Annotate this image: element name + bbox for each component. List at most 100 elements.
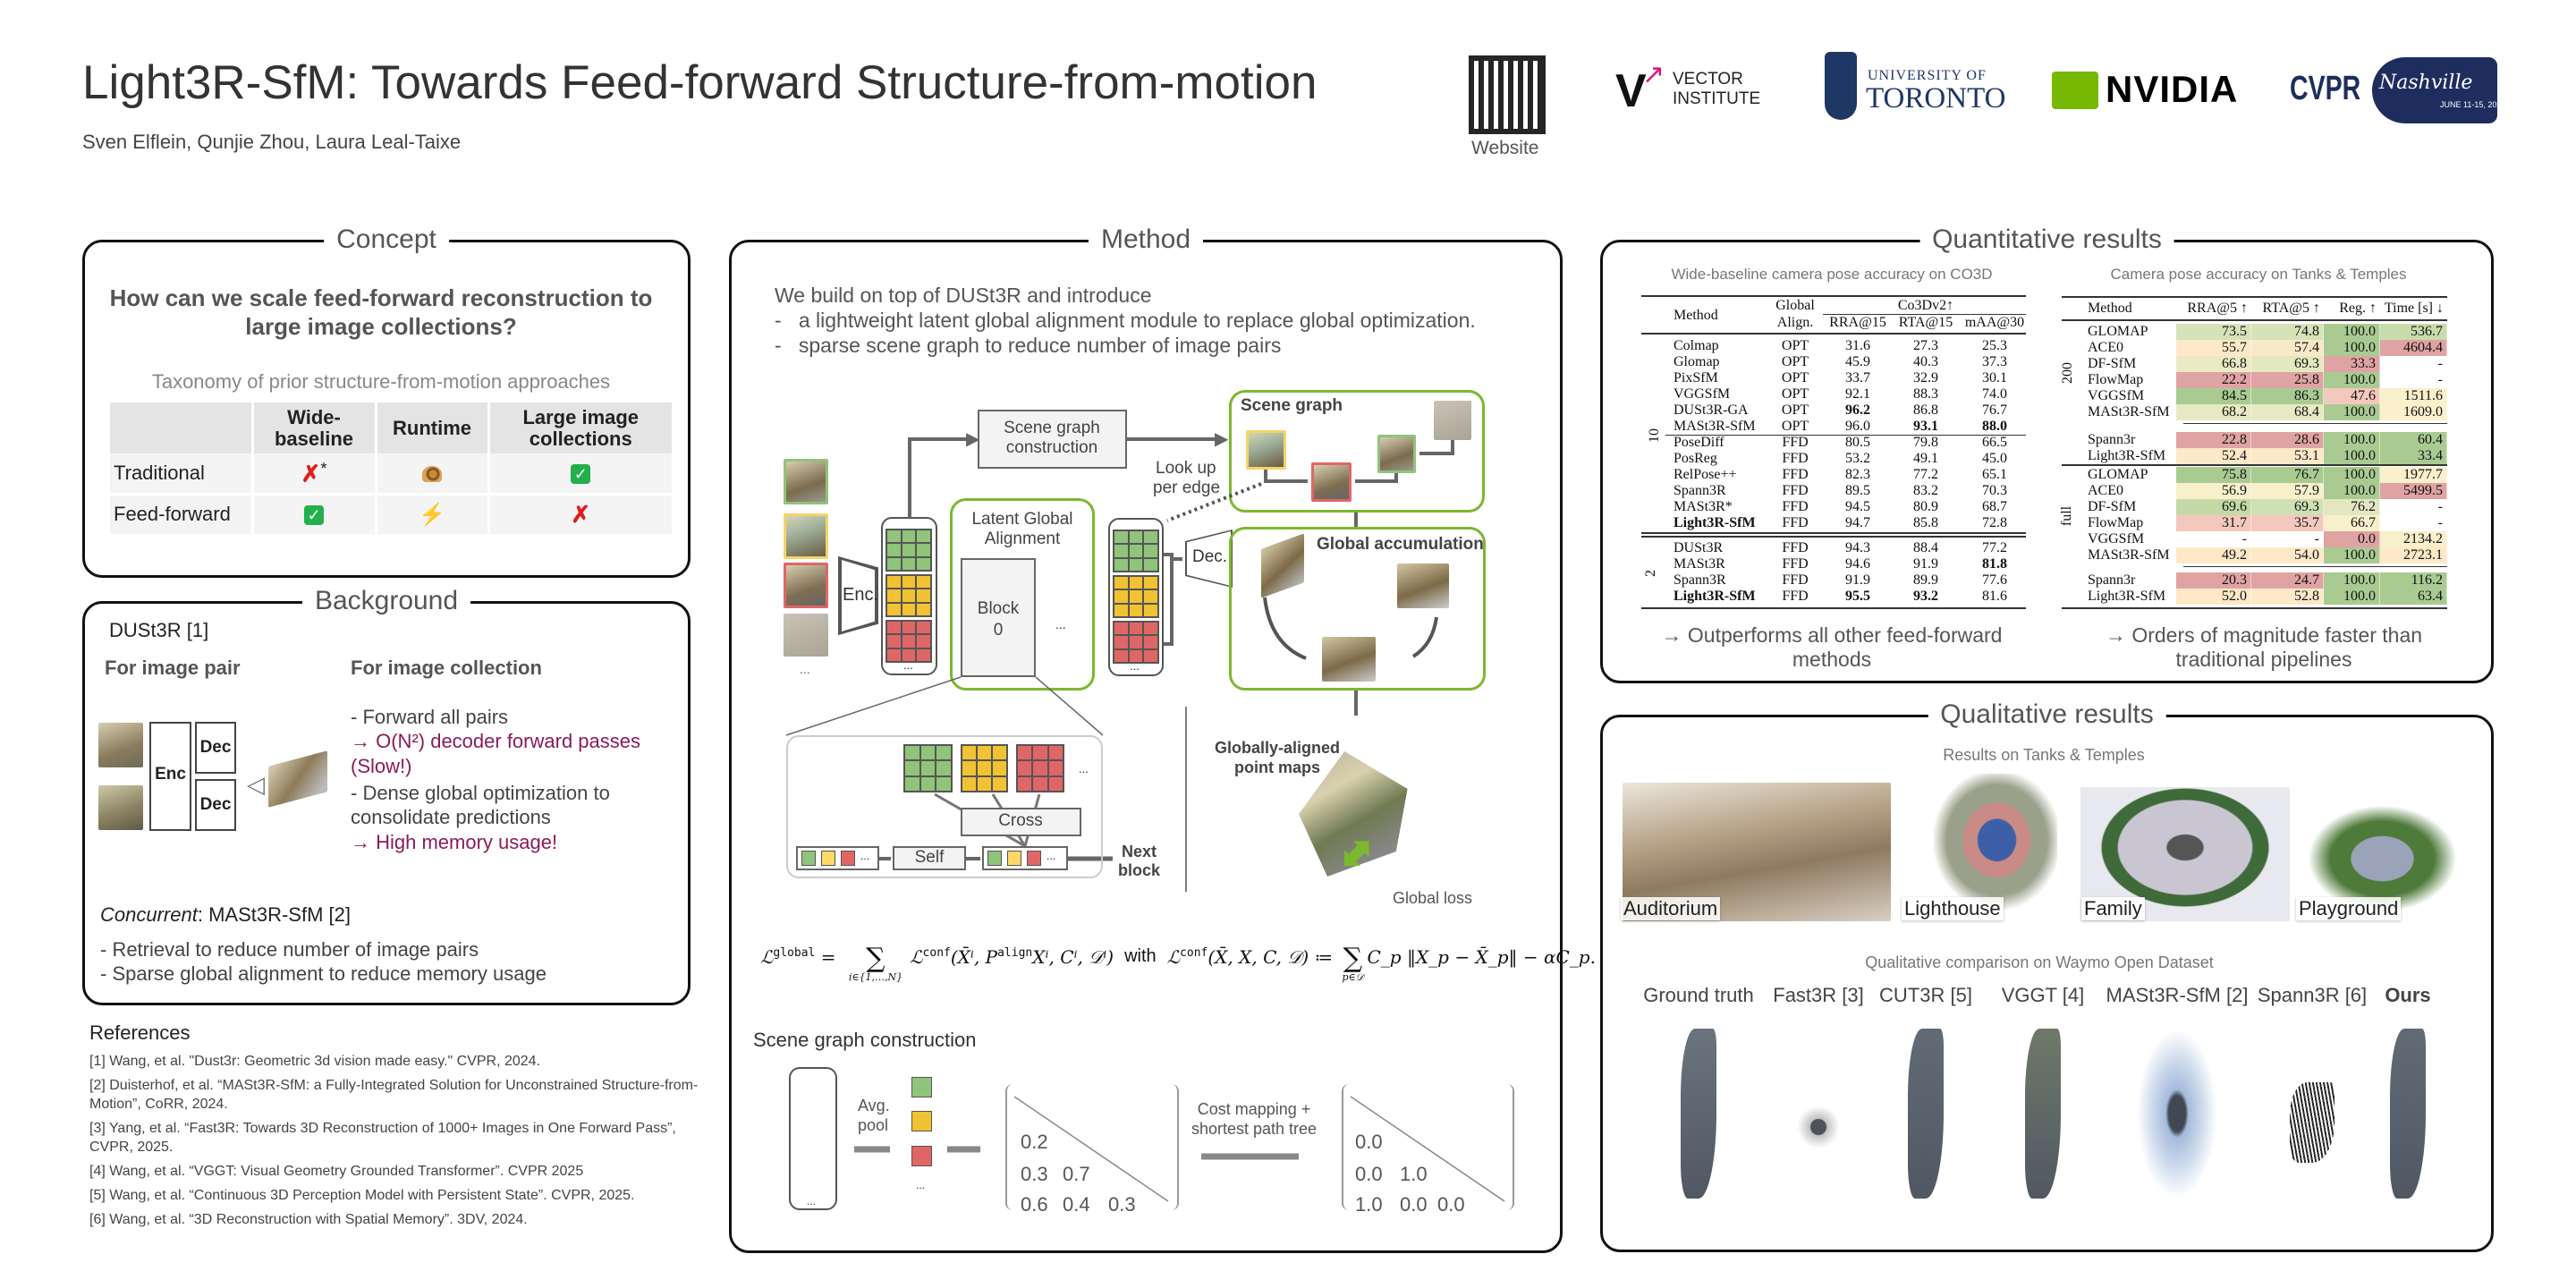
cell-value: 30.1 [1982,370,2007,386]
cell-value: 100.0 [2324,324,2380,340]
input-ellipsis: ... [800,662,810,676]
scene-graph-box [1229,390,1485,513]
cell-value: 68.4 [2251,404,2324,420]
token-cell [902,622,916,634]
cell-value: 88.0 [1982,419,2007,434]
scene-label: Lighthouse [1902,897,2004,920]
cell-method: MASt3R-SfM [2088,547,2170,563]
taxonomy-row-traditional: Traditional ✗* ✓ [110,453,674,494]
cell-value: 57.9 [2251,483,2324,499]
formula-args: C_p ‖X_p − X̄_p‖ − αC_p. [1367,946,1596,968]
sum-symbol: ∑ [866,943,886,974]
graph-node-gray [1434,401,1471,440]
cell-method: GLOMAP [2088,324,2148,339]
poster-title: Light3R-SfM: Towards Feed-forward Struct… [82,56,1318,109]
formula-symbol: ℒ [760,946,774,968]
token-square [987,851,1002,866]
matrix-value: 0.6 [1021,1193,1048,1216]
co3d-conclusion-1: → Outperforms all other feed-forward [1661,623,2003,647]
cell-value: 1609.0 [2380,404,2447,420]
block-zoom-line-right [1035,676,1104,736]
token-cell [993,746,1006,760]
group-label: 10 [1647,428,1662,443]
cell-method: MASt3R-SfM [1674,419,1756,434]
cell-method: Glomap [1674,354,1720,369]
quantitative-title: Quantitative results [1919,224,2174,256]
encoder-label: Enc. [843,585,879,605]
table-rule [1641,532,2026,534]
lga-label-line2: Alignment [984,530,1061,548]
encoder-to-sgc-arrow-v [908,439,911,518]
co3d-conclusion-2: methods [1792,648,1872,671]
cell-value: 77.2 [1913,467,1938,482]
row-label: Feed-forward [110,494,254,534]
taxonomy-header-large-collections: Large image collections [488,402,674,453]
cell-value: 52.0 [2176,589,2251,605]
cross-attention-box [961,808,1081,836]
qr-code-icon[interactable] [1469,55,1546,134]
scene-graph-construction-box [978,410,1127,469]
cell-value: 116.2 [2380,572,2447,589]
cell-value: 60.4 [2380,432,2447,448]
cell-value: 74.0 [1982,386,2007,402]
decoder-label: Dec [199,795,232,814]
avg-pool-label-1: Avg. [858,1097,890,1114]
cross-label: Cross [998,811,1043,830]
cell-value: 2134.2 [2380,531,2447,547]
table-rule [2062,464,2447,466]
formula-args: Xⁱ, Cⁱ, 𝒟ⁱ) [1032,946,1114,968]
cell-value: 49.2 [2176,547,2251,564]
header-align-2: Align. [1776,315,1814,330]
cell-value: 100.0 [2324,547,2380,564]
avg-pool-label-2: pool [858,1116,889,1134]
waymo-method-label: Spann3R [6] [2257,984,2368,1006]
cell-method: GLOMAP [2088,467,2148,482]
concurrent-heading: Concurrent: MASt3R-SfM [2] [100,903,351,927]
token-row-output [982,846,1068,870]
large-collections-cell: ✗ [488,494,674,534]
scene-image-lighthouse [1923,774,2057,921]
next-block-label-1: Next [1122,843,1157,860]
cell-value: 33.7 [1845,370,1870,386]
input-image-gray [784,614,828,657]
cross-icon: ✗ [571,500,591,528]
token-cell [1129,636,1143,648]
cell-value: 40.3 [1913,354,1938,369]
global-accumulation-box [1229,527,1486,691]
header-group: Co3Dv2↑ [1897,298,1954,313]
cell-value: 536.7 [2380,324,2447,340]
cell-value: 33.4 [2380,448,2447,464]
cell-align: FFD [1782,515,1809,530]
cell-method: ACE0 [2088,483,2123,498]
cell-value: 86.3 [2251,388,2324,404]
bullet-text: a lightweight latent global alignment mo… [798,309,1476,332]
token-cell [962,761,976,775]
lookup-label-line1: Look up [1156,459,1216,478]
cell-value: 37.3 [1982,354,2007,369]
token-cell [1129,531,1143,544]
cell-value: 31.6 [1845,338,1870,353]
cell-value: 1977.7 [2380,467,2447,483]
token-cell [902,557,916,570]
arrowhead-icon: ▶ [966,429,980,449]
token-cell [887,648,901,661]
cell-method: FlowMap [2088,372,2144,387]
reference-item: [3] Yang, et al. “Fast3R: Towards 3D Rec… [89,1121,676,1155]
formula-sub: conf [922,946,951,960]
token-cell [902,589,916,602]
cell-align: FFD [1782,435,1809,450]
camera-frustum-icon: ◁ [247,771,265,798]
nvidia-wordmark: NVIDIA [2106,68,2239,110]
cell-value: 27.3 [1913,338,1938,353]
taxonomy-header-row: Wide-baseline Runtime Large image collec… [110,402,674,453]
waymo-method-label: Fast3R [3] [1773,984,1864,1006]
concurrent-label: Concurrent [100,903,198,926]
waymo-caption: Qualitative comparison on Waymo Open Dat… [1865,953,2214,971]
cost-mapping-label-2: shortest path tree [1191,1120,1318,1138]
sgc-token-column [789,1067,837,1210]
scene-label: Auditorium [1621,897,1721,920]
cell-value: 76.7 [2251,467,2324,483]
latent-global-alignment-box [950,498,1095,691]
token-cell [920,746,936,760]
formula-sub: align [997,946,1033,960]
